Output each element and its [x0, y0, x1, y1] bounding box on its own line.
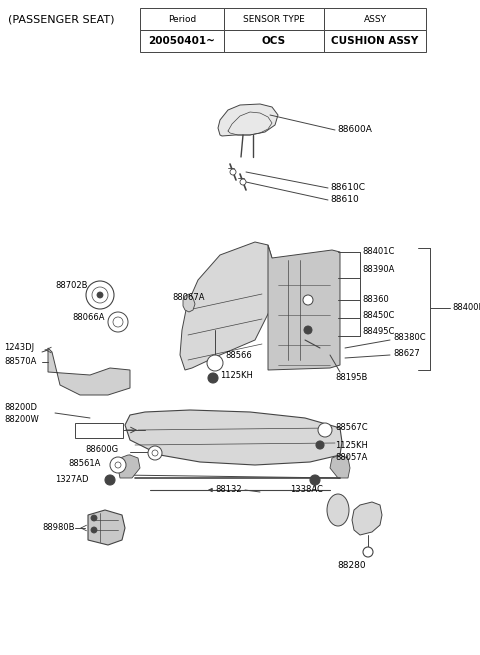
- Circle shape: [108, 312, 128, 332]
- Polygon shape: [218, 104, 278, 136]
- Text: 88132: 88132: [215, 485, 241, 495]
- Text: OCS: OCS: [262, 36, 286, 46]
- Polygon shape: [88, 510, 125, 545]
- Text: 88567C: 88567C: [335, 424, 368, 432]
- Ellipse shape: [327, 494, 349, 526]
- Text: 88610C: 88610C: [330, 183, 365, 193]
- Text: 88401C: 88401C: [362, 248, 395, 257]
- Circle shape: [208, 373, 218, 383]
- Text: 88570A: 88570A: [4, 358, 36, 367]
- Text: 88561A: 88561A: [68, 458, 100, 468]
- Bar: [324, 30, 426, 52]
- Text: (PASSENGER SEAT): (PASSENGER SEAT): [8, 15, 115, 25]
- Circle shape: [316, 441, 324, 449]
- Text: 1243DJ: 1243DJ: [4, 343, 34, 352]
- Polygon shape: [125, 410, 342, 465]
- Circle shape: [230, 169, 236, 175]
- Text: 1125KH: 1125KH: [335, 441, 368, 449]
- Polygon shape: [180, 242, 272, 370]
- Text: 88627: 88627: [84, 426, 113, 434]
- Polygon shape: [183, 294, 195, 312]
- Text: 88280: 88280: [338, 561, 366, 569]
- Circle shape: [91, 527, 97, 533]
- Text: 88610: 88610: [330, 195, 359, 204]
- Circle shape: [207, 355, 223, 371]
- Polygon shape: [268, 245, 340, 370]
- Text: 88600A: 88600A: [337, 126, 372, 134]
- Circle shape: [303, 295, 313, 305]
- Bar: [224, 8, 324, 30]
- Text: ASSY: ASSY: [363, 14, 386, 24]
- Text: 88566: 88566: [225, 350, 252, 360]
- Text: 88495C: 88495C: [362, 328, 395, 337]
- Text: 1327AD: 1327AD: [55, 476, 88, 485]
- Text: 88380C: 88380C: [393, 333, 426, 343]
- Bar: [140, 8, 224, 30]
- Text: 1338AC: 1338AC: [290, 485, 323, 495]
- Bar: [75, 423, 123, 438]
- Text: CUSHION ASSY: CUSHION ASSY: [331, 36, 419, 46]
- Circle shape: [113, 317, 123, 327]
- Circle shape: [304, 326, 312, 334]
- Circle shape: [363, 547, 373, 557]
- Text: 1125KH: 1125KH: [220, 371, 253, 379]
- Text: SENSOR TYPE: SENSOR TYPE: [243, 14, 305, 24]
- Circle shape: [86, 281, 114, 309]
- Text: 88627: 88627: [393, 348, 420, 358]
- Bar: [224, 30, 324, 52]
- Circle shape: [318, 423, 332, 437]
- Circle shape: [148, 446, 162, 460]
- Bar: [324, 8, 426, 30]
- Text: 88390A: 88390A: [362, 265, 395, 274]
- Text: Period: Period: [168, 14, 196, 24]
- Text: 88066A: 88066A: [72, 314, 105, 322]
- Polygon shape: [48, 348, 130, 395]
- Polygon shape: [330, 455, 350, 478]
- Text: 88200W: 88200W: [4, 415, 39, 424]
- Circle shape: [240, 179, 246, 185]
- Text: 88980B: 88980B: [42, 523, 74, 533]
- Circle shape: [92, 287, 108, 303]
- Circle shape: [105, 475, 115, 485]
- Text: 88360: 88360: [362, 295, 389, 305]
- Polygon shape: [352, 502, 382, 535]
- Circle shape: [152, 450, 158, 456]
- Text: 88400F: 88400F: [452, 303, 480, 312]
- Circle shape: [91, 515, 97, 521]
- Bar: [140, 30, 224, 52]
- Circle shape: [97, 292, 103, 298]
- Text: 20050401~: 20050401~: [149, 36, 216, 46]
- Text: 88702B: 88702B: [55, 280, 87, 290]
- Circle shape: [310, 475, 320, 485]
- Circle shape: [110, 457, 126, 473]
- Text: 88600G: 88600G: [85, 445, 118, 455]
- Text: 88057A: 88057A: [335, 453, 367, 462]
- Circle shape: [115, 462, 121, 468]
- Polygon shape: [118, 455, 140, 478]
- Text: 88195B: 88195B: [335, 373, 367, 383]
- Text: 88200D: 88200D: [4, 403, 37, 413]
- Text: 88450C: 88450C: [362, 312, 395, 320]
- Text: 88067A: 88067A: [172, 293, 204, 303]
